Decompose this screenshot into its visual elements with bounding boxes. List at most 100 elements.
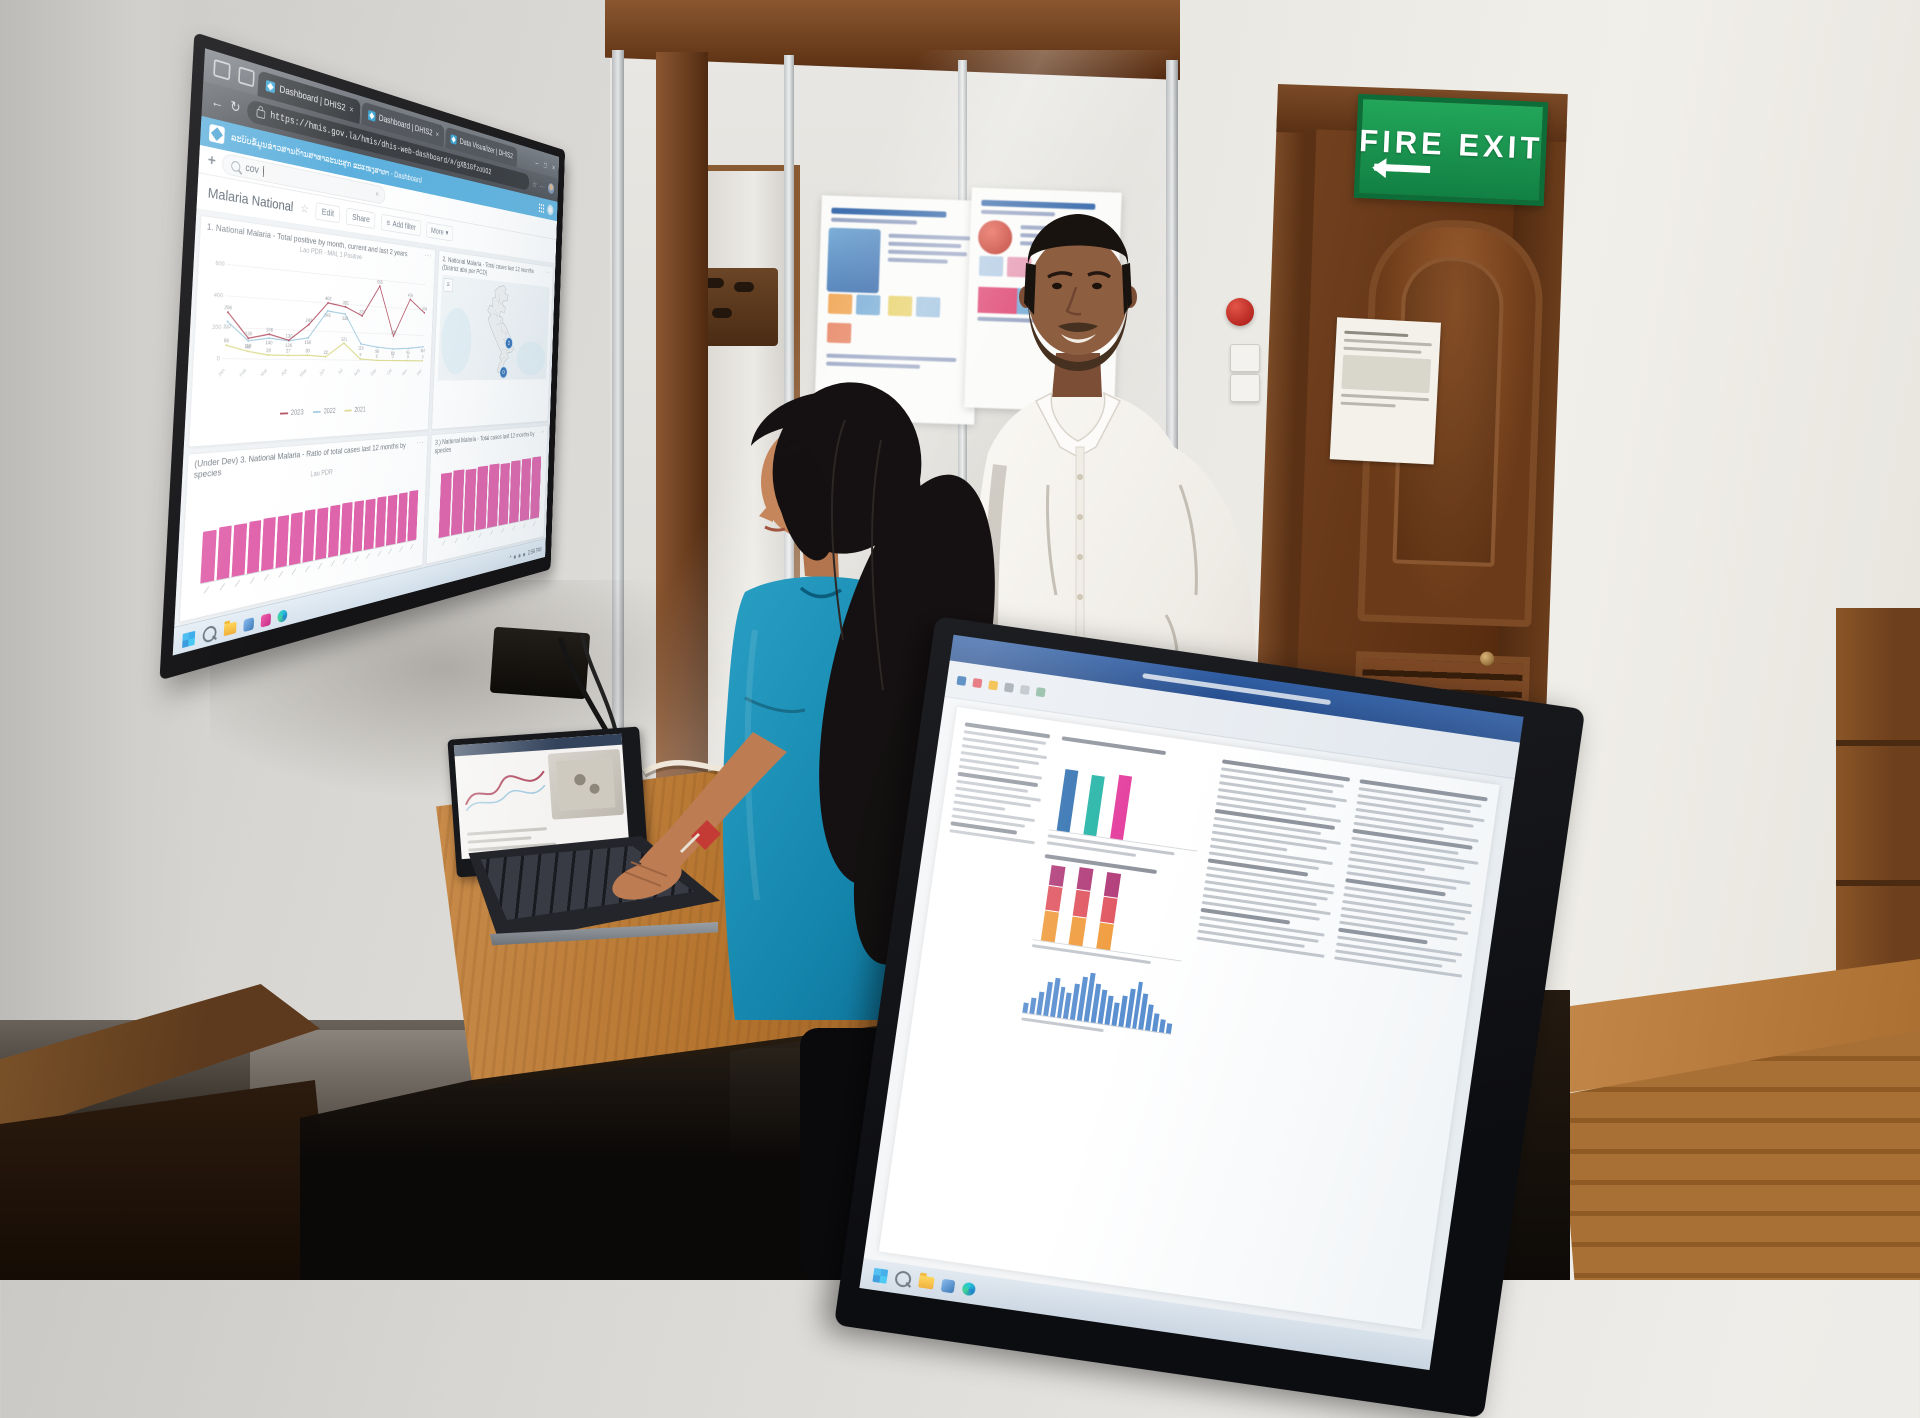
eye [1092,282,1102,290]
taskbar-clock[interactable]: 2:56 PM [527,545,542,557]
file-explorer-icon[interactable] [223,621,237,637]
card-overflow-icon[interactable]: ··· [416,438,425,448]
svg-text:402: 402 [325,297,332,303]
ribbon-icon[interactable] [972,677,983,688]
tab-stack-icon[interactable] [213,58,231,81]
search-value: cov [245,162,260,177]
eye [1052,282,1062,290]
shirt-collar [1034,391,1122,458]
start-button-icon[interactable] [872,1267,889,1284]
search-icon [231,159,241,173]
svg-text:382: 382 [343,301,349,307]
svg-text:Jul: Jul [337,368,343,376]
add-filter-button[interactable]: ≡ Add filter [380,213,422,237]
dhis2-favicon [265,79,276,94]
edit-button[interactable]: Edit [315,202,341,224]
ribbon-icon[interactable] [1004,682,1015,693]
hairline [777,437,818,462]
favorites-icon[interactable]: ☆ [532,179,538,190]
svg-text:0: 0 [216,356,220,363]
svg-text:98: 98 [375,350,379,355]
svg-text:50: 50 [245,345,250,351]
text-cursor [263,165,265,178]
user-avatar[interactable] [547,204,554,216]
tray-chevron-icon[interactable]: ^ [509,554,512,562]
fire-alarm-button [1226,298,1254,326]
edge-browser-icon[interactable] [277,608,288,623]
taskbar-search-icon[interactable] [202,624,217,644]
bar [498,462,511,526]
clear-search-icon[interactable]: × [375,189,380,200]
new-dashboard-button[interactable]: + [207,151,217,170]
map-layers-menu-icon[interactable]: ≡ [443,277,453,293]
profile-avatar[interactable] [547,182,555,195]
shelf-edge [1836,880,1920,886]
svg-text:Feb: Feb [239,368,248,379]
system-tray: ^ 2:56 PM [509,545,542,562]
forearm [639,732,787,882]
app-tile-icon[interactable] [940,1278,956,1293]
bar [509,460,521,524]
ribbon-icon[interactable] [1035,686,1046,697]
card-overflow-icon[interactable]: ··· [424,250,432,261]
apps-menu-icon[interactable] [538,202,545,214]
tray-icon[interactable] [518,553,521,558]
nose [1065,286,1082,316]
close-icon[interactable]: × [552,162,556,173]
bar [451,469,465,536]
overflow-icon[interactable]: ··· [539,181,546,192]
glass-frame [784,55,794,1040]
ribbon-icon[interactable] [988,679,999,690]
maximize-icon[interactable]: □ [543,160,547,171]
legend-item: 2023 [279,409,304,418]
line-chart: 0 200 400 600 Jan Feb Mar Apr May Jun Jul Aug Sep Oct… [212,261,430,379]
file-explorer-icon[interactable] [918,1275,935,1290]
svg-text:May: May [299,368,308,379]
card-overflow-icon[interactable]: ··· [539,428,545,436]
bar [216,525,232,580]
refresh-icon[interactable]: ↻ [229,98,241,117]
svg-text:345: 345 [324,314,331,320]
map-water [515,341,546,376]
laptop-screen [447,726,649,878]
eyebrow [1087,271,1112,279]
start-button-icon[interactable] [182,630,196,649]
add-filter-label: Add filter [392,219,417,233]
tab-close-icon[interactable]: × [435,129,440,140]
eyebrow [1047,271,1073,279]
bar [246,519,262,574]
document-bar-chart [1048,744,1210,852]
bar [327,504,341,558]
dhis2-logo[interactable] [208,123,225,145]
minimize-icon[interactable]: – [535,157,539,168]
bar [261,516,276,571]
tray-icon[interactable] [513,554,517,559]
mustache [1058,322,1098,332]
app-pink-icon[interactable] [260,612,272,628]
red-bracelet [691,820,721,850]
back-icon[interactable]: ← [210,92,225,112]
fingers [624,861,668,887]
ribbon-icon[interactable] [1019,684,1031,695]
bar [407,490,419,542]
svg-text:475: 475 [408,294,413,299]
edge-browser-icon[interactable] [961,1281,977,1296]
svg-text:186: 186 [391,331,397,336]
tab-close-icon[interactable]: × [349,104,354,116]
more-button[interactable]: More ▾ [425,221,454,242]
svg-text:325: 325 [359,310,365,316]
app-tile-icon[interactable] [243,616,255,632]
svg-text:237: 237 [223,325,231,331]
wooden-pillar [656,52,708,792]
taskbar-search-icon[interactable] [894,1270,913,1289]
tv-bezel: Dashboard | DHIS2 × Dashboard | DHIS2 × … [159,32,566,681]
svg-text:600: 600 [215,261,225,269]
star-dashboard-icon[interactable]: ☆ [300,201,310,216]
tray-icon[interactable] [523,552,526,557]
card-overflow-icon[interactable]: ··· [545,268,551,277]
map-water [440,306,473,375]
share-button[interactable]: Share [346,207,376,230]
ribbon-icon[interactable] [956,675,967,686]
vertical-tabs-icon[interactable] [238,66,255,88]
bar [363,498,376,550]
